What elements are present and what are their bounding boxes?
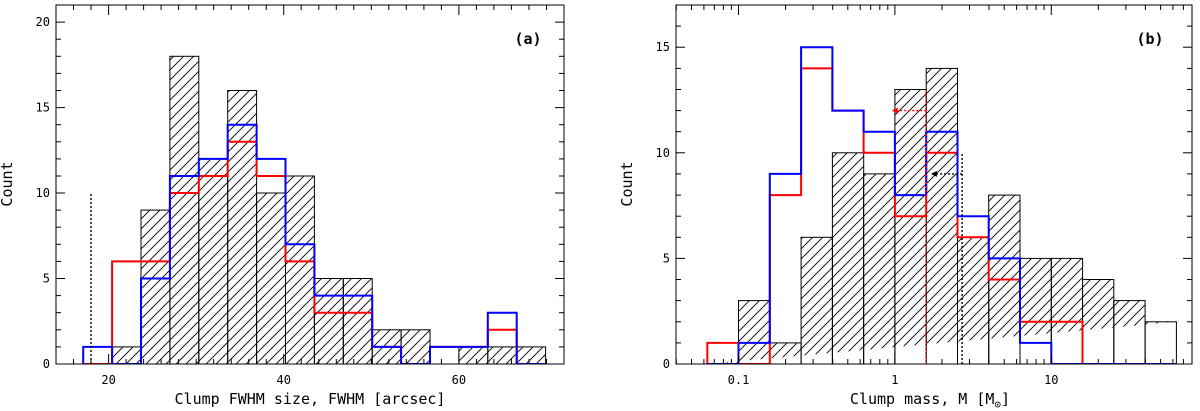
x-axis-label-b-close: ] — [1001, 390, 1010, 408]
x-axis-label-b: Clump mass, M [M⊙] — [850, 390, 1010, 411]
panel-label-a: (a) — [514, 30, 541, 48]
y-tick-label: 20 — [36, 15, 50, 29]
x-tick-label: 40 — [276, 373, 290, 387]
x-tick-label: 10 — [1044, 373, 1058, 387]
hatched-histogram-a — [83, 55, 547, 364]
x-axis-label-b-unit: ⊙ — [994, 398, 1001, 411]
x-tick-label: 0.1 — [728, 373, 750, 387]
threshold-arrowhead — [891, 107, 898, 114]
hatched-histogram-b — [707, 67, 1177, 364]
y-axis-ticks-a: 0 5 10 15 20 — [36, 4, 564, 371]
y-tick-label: 10 — [36, 186, 50, 200]
y-tick-label: 5 — [43, 272, 50, 286]
y-axis-label-b: Count — [618, 161, 636, 206]
x-tick-label: 60 — [452, 373, 466, 387]
x-tick-label: 1 — [891, 373, 898, 387]
plot-frame-b — [675, 4, 1193, 365]
x-axis-label-b-main: Clump mass, M [M — [850, 390, 995, 408]
threshold-lines-b — [891, 89, 963, 364]
bar-all — [1144, 321, 1177, 364]
x-axis-ticks-a: 20 40 60 — [55, 5, 565, 387]
panel-label-b: (b) — [1136, 30, 1163, 48]
y-axis-ticks-b: 0 5 10 15 — [656, 4, 1192, 371]
overlay-histograms-a — [82, 123, 546, 364]
y-axis-label-a: Count — [0, 161, 16, 206]
y-tick-label: 10 — [656, 146, 670, 160]
x-axis-label-a: Clump FWHM size, FWHM [arcsec] — [175, 390, 446, 408]
y-tick-label: 5 — [663, 251, 670, 265]
y-tick-label: 15 — [656, 40, 670, 54]
histogram-blue-a — [82, 123, 546, 364]
hatch-fill-all-b — [707, 68, 1177, 364]
x-axis-ticks-b: 0.1 1 10 — [675, 5, 1184, 387]
threshold-arrowhead — [930, 170, 937, 177]
panel-b: 0 5 10 15 0.1 1 10 (b) Clump mass, M [M⊙] Cou… — [618, 4, 1193, 411]
x-tick-label: 20 — [101, 373, 115, 387]
y-tick-label: 0 — [663, 357, 670, 371]
y-tick-label: 0 — [43, 357, 50, 371]
panel-a: 0 5 10 15 20 20 40 60 (a) Clump FWHM size, FWH… — [0, 4, 565, 408]
y-tick-label: 15 — [36, 101, 50, 115]
plot-frame-a — [55, 4, 565, 365]
